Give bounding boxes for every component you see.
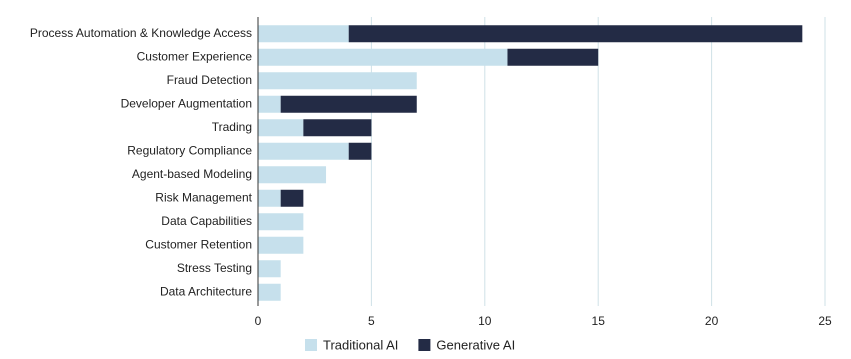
- bar-segment: [258, 95, 281, 113]
- bar-segment: [303, 119, 372, 137]
- x-tick-label: 25: [818, 314, 832, 328]
- bar-segment: [258, 48, 508, 66]
- x-tick-label: 15: [592, 314, 606, 328]
- bar-segment: [348, 142, 372, 160]
- y-tick-label: Customer Experience: [137, 49, 253, 63]
- y-tick-label: Regulatory Compliance: [127, 143, 252, 157]
- bar-segment: [258, 142, 349, 160]
- bar-segment: [258, 25, 349, 43]
- y-tick-label: Stress Testing: [177, 261, 252, 275]
- bar-segment: [507, 48, 599, 66]
- bar-segment: [258, 213, 304, 231]
- legend-label: Generative AI: [436, 337, 515, 352]
- bar-segment: [280, 95, 417, 113]
- y-tick-label: Customer Retention: [145, 237, 252, 251]
- y-tick-label: Trading: [212, 120, 252, 134]
- bar-segment: [258, 260, 281, 278]
- bar-segment: [258, 283, 281, 301]
- x-tick-label: 0: [255, 314, 262, 328]
- y-tick-label: Data Capabilities: [161, 214, 252, 228]
- bar-segment: [258, 166, 327, 184]
- bar-segment: [280, 189, 304, 207]
- bar-segment: [258, 189, 281, 207]
- y-tick-label: Fraud Detection: [167, 73, 252, 87]
- x-tick-label: 10: [478, 314, 492, 328]
- bar-segment: [258, 119, 304, 137]
- bar-segment: [348, 25, 803, 43]
- x-tick-label: 5: [368, 314, 375, 328]
- y-tick-label: Agent-based Modeling: [132, 167, 252, 181]
- y-tick-label: Developer Augmentation: [121, 96, 252, 110]
- bar-segment: [258, 72, 417, 90]
- bar-segment: [258, 236, 304, 254]
- y-tick-label: Risk Management: [155, 190, 252, 204]
- legend-label: Traditional AI: [323, 337, 398, 352]
- legend-swatch: [305, 339, 317, 351]
- y-tick-label: Process Automation & Knowledge Access: [30, 26, 252, 40]
- legend-swatch: [418, 339, 431, 351]
- y-tick-label: Data Architecture: [160, 284, 252, 298]
- x-tick-label: 20: [705, 314, 719, 328]
